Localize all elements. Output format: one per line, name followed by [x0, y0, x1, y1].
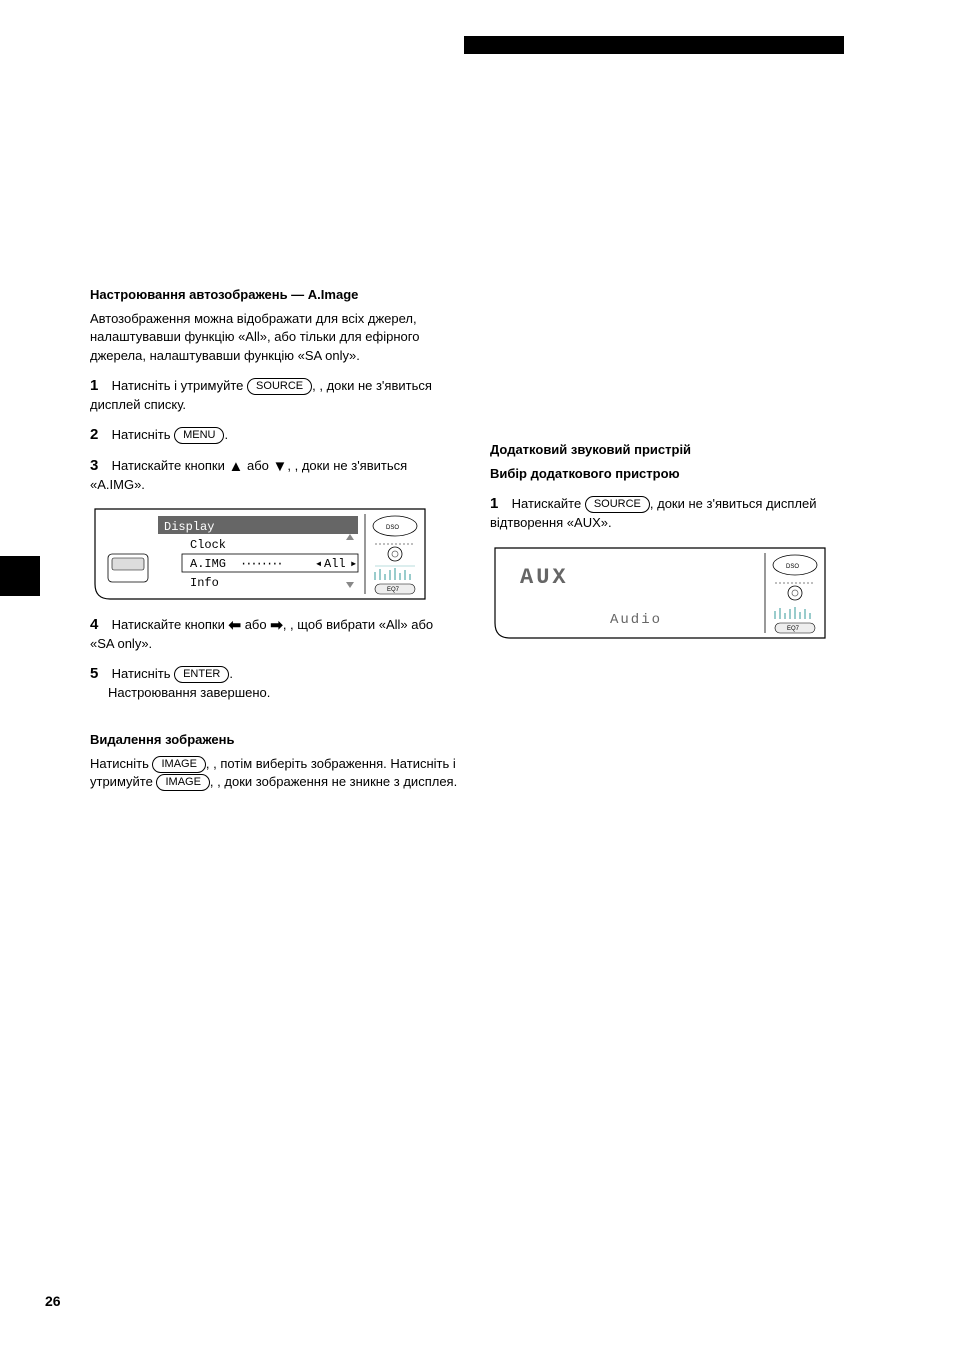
step2-text-b: .	[224, 427, 228, 442]
source-button-right[interactable]: SOURCE	[585, 496, 650, 513]
right-arrow-icon: ➡	[270, 618, 283, 633]
delete-para: Натисніть IMAGE, , потім виберіть зображ…	[90, 755, 460, 791]
image-button-2[interactable]: IMAGE	[156, 774, 209, 791]
right-column: Додатковий звуковий пристрій Вибір додат…	[490, 280, 860, 797]
step-num-1: 1	[90, 375, 108, 396]
step-2: 2 Натисніть MENU.	[90, 424, 460, 445]
lcd-panel-aux: AUX Audio DSO	[490, 543, 830, 643]
right-s1-a: Натискайте	[512, 496, 582, 511]
step-num-5: 5	[90, 663, 108, 684]
delete-heading: Видалення зображень	[90, 731, 460, 749]
side-black-tab	[0, 556, 40, 596]
step3-and: або	[247, 458, 269, 473]
eq7-badge: EQ7	[387, 587, 400, 593]
step5-text-a: Натисніть	[112, 666, 171, 681]
left-arrow-icon: ⬅	[229, 618, 242, 633]
page-number: 26	[45, 1292, 61, 1312]
step4-text-a: Натискайте кнопки	[112, 617, 225, 632]
left-column: Настроювання автозображень — A.Image Авт…	[90, 280, 460, 797]
aux-sub-text: Audio	[610, 612, 662, 628]
step4-or: або	[245, 617, 267, 632]
header-black-bar	[464, 36, 844, 54]
step-num-4: 4	[90, 614, 108, 635]
lcd-row3-right: All	[324, 557, 346, 571]
lcd-row2: Clock	[190, 538, 226, 552]
content-columns: Настроювання автозображень — A.Image Авт…	[90, 280, 860, 797]
step1-text-a: Натисніть і утримуйте	[112, 378, 244, 393]
left-heading: Настроювання автозображень — A.Image	[90, 286, 460, 304]
step-5: 5 Натисніть ENTER. Настроювання завершен…	[90, 663, 460, 702]
lcd-dots: ········	[240, 557, 282, 571]
step-1: 1 Натисніть і утримуйте SOURCE, , доки н…	[90, 375, 460, 414]
lcd-row1: Display	[164, 520, 214, 534]
eq7-badge-2: EQ7	[787, 626, 800, 632]
lcd-row3-right-arrow-l: ◂	[315, 557, 322, 571]
source-button[interactable]: SOURCE	[247, 378, 312, 395]
delete-p1a: Натисніть	[90, 756, 149, 771]
dso-badge-2: DSO	[786, 564, 799, 570]
lcd-row3-left: A.IMG	[190, 557, 226, 571]
image-button[interactable]: IMAGE	[152, 756, 205, 773]
step-num-2: 2	[90, 424, 108, 445]
right-step-num-1: 1	[490, 493, 508, 514]
delete-p1c: , доки зображення не зникне з дисплея.	[217, 774, 457, 789]
down-arrow-icon: ▼	[273, 459, 288, 474]
select-heading: Вибір додаткового пристрою	[490, 465, 860, 483]
enter-button[interactable]: ENTER	[174, 666, 229, 683]
step5-after: Настроювання завершено.	[108, 684, 270, 702]
step-3: 3 Натискайте кнопки ▲ або ▼, , доки не з…	[90, 455, 460, 494]
aux-big-text: AUX	[520, 565, 569, 590]
up-arrow-icon: ▲	[229, 459, 244, 474]
step-4: 4 Натискайте кнопки ⬅ або ➡, , щоб вибра…	[90, 614, 460, 653]
lcd-panel-display-menu: Display Clock A.IMG ········ ◂ All ▸ Inf…	[90, 504, 430, 604]
left-intro: Автозображення можна відображати для всі…	[90, 310, 460, 365]
lcd-row3-right-arrow-r: ▸	[350, 557, 357, 571]
step-num-3: 3	[90, 455, 108, 476]
lcd-row4: Info	[190, 576, 219, 590]
step2-text-a: Натисніть	[112, 427, 171, 442]
menu-button[interactable]: MENU	[174, 427, 224, 444]
right-sub: Додатковий звуковий пристрій	[490, 441, 860, 459]
right-step-1: 1 Натискайте SOURCE, доки не з'явиться д…	[490, 493, 860, 532]
step5-text-b: .	[229, 666, 233, 681]
step3-text-a: Натискайте кнопки	[112, 458, 225, 473]
dso-badge: DSO	[386, 525, 399, 531]
